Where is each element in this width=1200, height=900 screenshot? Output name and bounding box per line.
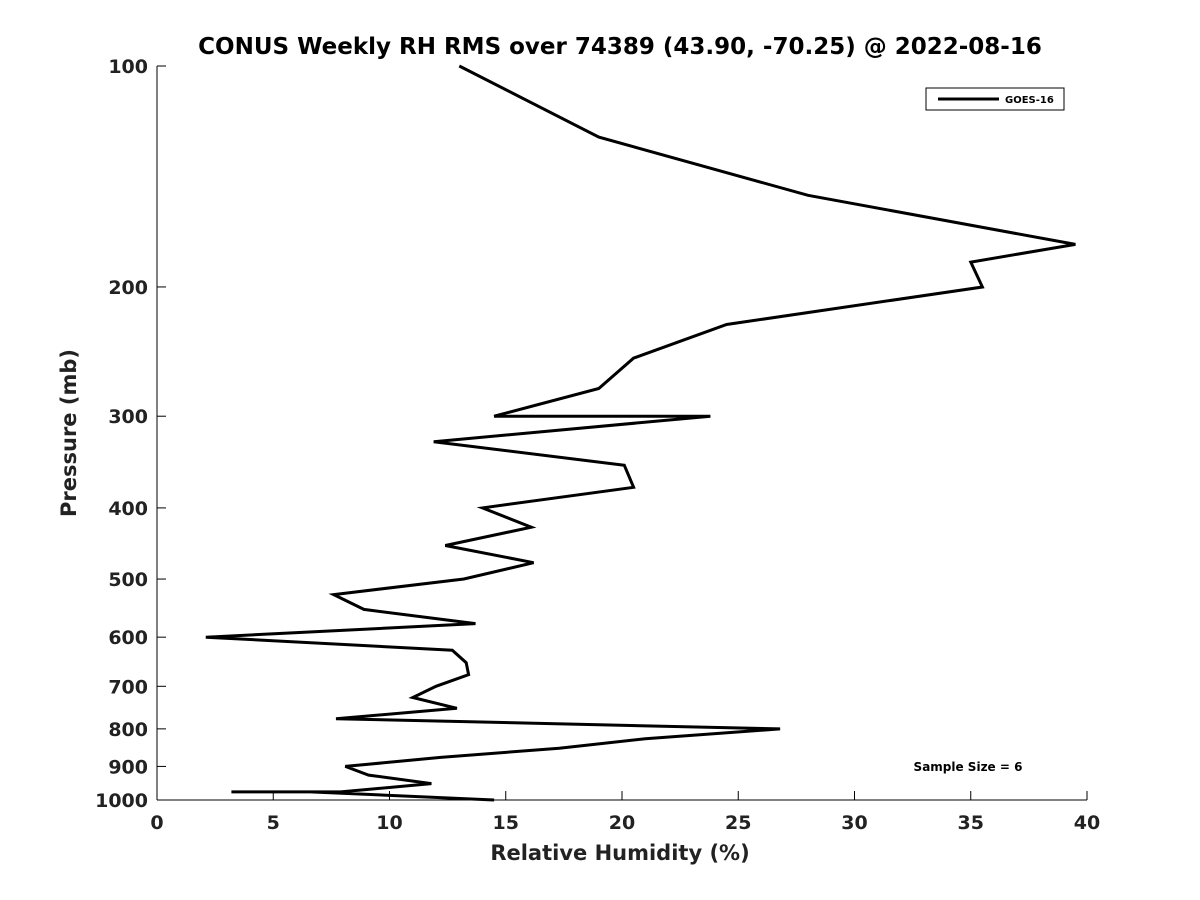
y-tick-label: 300: [108, 406, 148, 428]
x-tick-label: 15: [493, 812, 519, 834]
x-tick-label: 35: [958, 812, 984, 834]
x-tick-label: 5: [267, 812, 280, 834]
sample-size-annotation: Sample Size = 6: [914, 760, 1023, 774]
y-tick-label: 600: [108, 627, 148, 649]
y-tick-label: 800: [108, 719, 148, 741]
x-tick-label: 10: [376, 812, 402, 834]
x-tick-label: 20: [609, 812, 635, 834]
y-tick-label: 200: [108, 277, 148, 299]
y-tick-label: 500: [108, 569, 148, 591]
series-line-goes-16: [205, 64, 1076, 802]
chart-title: CONUS Weekly RH RMS over 74389 (43.90, -…: [198, 34, 1042, 60]
y-tick-label: 100: [108, 56, 148, 78]
plot-area: [156, 66, 1087, 801]
legend-label-goes-16: GOES-16: [1005, 95, 1054, 106]
y-tick-label: 400: [108, 498, 148, 520]
x-axis-title: Relative Humidity (%): [490, 841, 749, 865]
y-tick-label: 1000: [95, 790, 148, 812]
y-tick-label: 900: [108, 756, 148, 778]
x-tick-label: 25: [725, 812, 751, 834]
x-tick-label: 30: [841, 812, 867, 834]
y-tick-label: 700: [108, 676, 148, 698]
x-axis-ticks: 0 5 10 15 20 25 30 35 40: [150, 791, 1100, 834]
y-axis-ticks: 100 200 300 400 500 600 700 800 900 1000: [95, 56, 166, 812]
x-tick-label: 0: [150, 812, 163, 834]
y-axis-title: Pressure (mb): [57, 349, 81, 517]
legend: GOES-16: [925, 87, 1065, 111]
x-tick-label: 40: [1074, 812, 1100, 834]
series-points: [206, 66, 1076, 800]
